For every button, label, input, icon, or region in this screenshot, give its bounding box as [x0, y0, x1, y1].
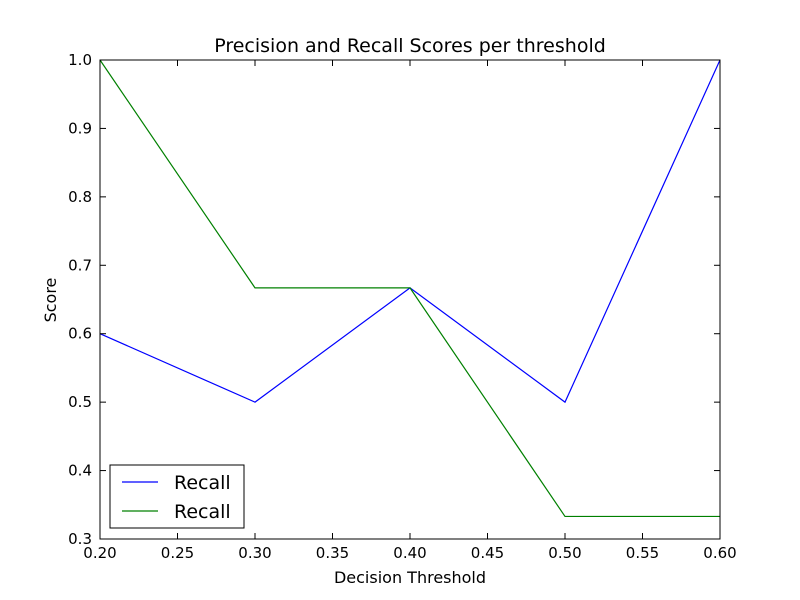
- x-tick-label: 0.35: [316, 544, 349, 562]
- tick-layer: 0.20 0.25 0.30 0.35 0.40 0.45 0.50 0.55 0.60 0.3 0…: [68, 51, 737, 562]
- x-tick-label: 0.30: [238, 544, 271, 562]
- x-tick-label: 0.40: [393, 544, 426, 562]
- legend-label-0: Recall: [174, 472, 231, 494]
- x-tick-label: 0.55: [626, 544, 659, 562]
- y-tick-label: 0.8: [68, 188, 92, 206]
- series-layer: [99, 59, 721, 518]
- x-tick-label: 0.20: [83, 544, 116, 562]
- y-tick-label: 0.4: [68, 462, 92, 480]
- y-axis-label: Score: [41, 278, 60, 323]
- legend-frame: [109, 464, 245, 529]
- series-line-0: [99, 59, 721, 404]
- y-tick-label: 1.0: [68, 51, 92, 69]
- x-tick-label: 0.60: [703, 544, 736, 562]
- legend-label-1: Recall: [174, 501, 231, 523]
- y-tick-label: 0.3: [68, 530, 92, 548]
- x-tick-label: 0.45: [471, 544, 504, 562]
- legend: Recall Recall: [109, 464, 245, 529]
- x-tick-label: 0.25: [161, 544, 194, 562]
- x-axis-label: Decision Threshold: [334, 568, 486, 587]
- x-tick-label: 0.50: [548, 544, 581, 562]
- y-tick-label: 0.6: [68, 325, 92, 343]
- y-tick-label: 0.7: [68, 256, 92, 274]
- chart-title: Precision and Recall Scores per threshol…: [214, 35, 606, 57]
- y-tick-label: 0.5: [68, 393, 92, 411]
- series-line-1: [99, 59, 720, 518]
- y-tick-label: 0.9: [68, 119, 92, 137]
